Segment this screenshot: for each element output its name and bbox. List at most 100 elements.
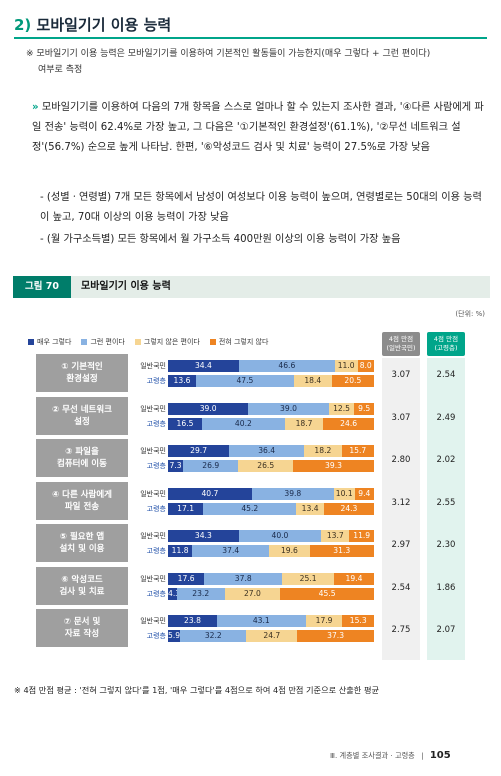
bar-segment: 24.7 [246, 630, 298, 642]
score-elderly: 2.30 [436, 540, 456, 550]
bar-segment: 19.4 [333, 572, 374, 585]
stacked-bar: 7.3 26.9 26.5 39.3 [168, 460, 374, 472]
score-general: 3.07 [391, 370, 411, 380]
bar-segment: 39.8 [251, 487, 334, 500]
bar-segment: 27.0 [224, 587, 281, 600]
bar-segment: 8.0 [357, 360, 374, 372]
legend-label: 그렇지 않은 편이다 [143, 338, 200, 346]
bar-segment: 26.9 [183, 460, 239, 472]
bar-segment: 13.4 [296, 502, 324, 515]
bar-segment: 37.3 [297, 630, 374, 642]
bar-segment: 39.3 [293, 460, 374, 472]
bar-segment: 37.4 [192, 545, 270, 557]
bar-segment: 34.3 [168, 530, 239, 542]
bar-segment: 26.5 [238, 460, 294, 472]
score-elderly: 2.54 [436, 370, 456, 380]
legend-swatch [209, 339, 216, 345]
stacked-bar: 39.0 39.0 12.5 9.5 [168, 402, 374, 415]
bar-segment: 45.2 [203, 502, 297, 515]
bar-segment: 40.7 [168, 487, 252, 500]
bullet-income: - (월 가구소득별) 모든 항목에서 월 가구소득 400만원 이상의 이용 … [40, 234, 401, 245]
group-label: 일반국민 [140, 574, 166, 583]
figure-tag: 그림 70 [13, 276, 71, 298]
score-header-elderly: 4점 만점 (고령층) [427, 332, 465, 356]
bar-segment: 9.4 [354, 487, 374, 500]
unit-label: (단위: %) [455, 310, 485, 318]
bar-segment: 23.8 [168, 615, 217, 627]
group-label: 고령층 [146, 377, 166, 385]
item-label: ⑥ 악성코드 검사 및 치료 [36, 566, 128, 605]
score-elderly: 2.55 [436, 497, 456, 508]
group-label: 고령층 [146, 504, 166, 513]
note-line-1: 모바일기기 이용 능력은 모바일기기를 이용하여 기본적인 활동들이 가능한지(… [36, 49, 431, 59]
legend-label: 매우 그렇다 [37, 338, 72, 346]
stacked-bar: 34.3 40.0 13.7 11.9 [168, 530, 374, 542]
bar-segment: 12.5 [328, 402, 355, 415]
item-label: ③ 파일을 컴퓨터에 이동 [36, 439, 128, 477]
bar-segment: 9.5 [354, 402, 374, 415]
group-label: 일반국민 [140, 489, 166, 498]
bar-segment: 29.7 [168, 445, 230, 457]
bar-segment: 31.3 [309, 545, 374, 557]
score-elderly: 2.49 [436, 412, 456, 423]
legend-swatch [81, 339, 88, 345]
bar-segment: 40.0 [238, 530, 322, 542]
group-label: 고령층 [146, 462, 166, 470]
page-footer: Ⅲ. 계층별 조사결과 · 고령층 | 105 [330, 750, 451, 761]
bar-segment: 7.3 [168, 460, 184, 472]
item-label: ⑤ 필요한 앱 설치 및 이용 [36, 524, 128, 562]
item-label: ① 기본적인 환경설정 [36, 354, 128, 392]
score-column-general-bg [382, 358, 420, 660]
legend-item: 매우 그렇다 [28, 337, 71, 347]
stacked-bar: 11.8 37.4 19.6 31.3 [168, 545, 374, 557]
figure-title: 모바일기기 이용 능력 [81, 281, 171, 292]
bar-segment: 45.5 [280, 587, 374, 600]
score-elderly: 2.02 [436, 455, 456, 465]
legend-swatch [28, 339, 34, 345]
bar-segment: 17.9 [305, 615, 343, 627]
score-general: 3.12 [391, 497, 411, 508]
figure-header: 그림 70 모바일기기 이용 능력 [13, 276, 490, 298]
bar-segment: 25.1 [282, 572, 334, 585]
score-elderly: 2.07 [436, 625, 456, 635]
score-elderly: 1.86 [436, 582, 456, 593]
bar-segment: 13.6 [168, 375, 197, 387]
stacked-bar: 17.1 45.2 13.4 24.3 [168, 502, 374, 515]
note-line-2: 여부로 측정 [38, 65, 83, 75]
score-general: 2.97 [391, 540, 411, 550]
bullet-gender-age: - (성별ㆍ연령별) 7개 모든 항목에서 남성이 여성보다 이용 능력이 높으… [40, 192, 482, 223]
item-label: ② 무선 네트워크 설정 [36, 396, 128, 435]
bar-segment: 39.0 [248, 402, 329, 415]
item-label: ④ 다른 사람에게 파일 전송 [36, 481, 128, 520]
bar-segment: 24.6 [323, 417, 374, 430]
bar-segment: 10.1 [333, 487, 355, 500]
note-marker: ※ [26, 49, 34, 59]
group-label: 고령층 [146, 547, 166, 555]
bar-segment: 15.3 [342, 615, 374, 627]
bar-segment: 15.7 [341, 445, 374, 457]
legend-label: 전혀 그렇지 않다 [218, 338, 269, 346]
score-general: 2.75 [391, 625, 411, 635]
paragraph-marker: » [32, 102, 39, 113]
score-general: 2.80 [391, 455, 411, 465]
bar-segment: 34.4 [168, 360, 239, 372]
bar-segment: 43.1 [216, 615, 306, 627]
stacked-bar: 16.5 40.2 18.7 24.6 [168, 417, 374, 430]
score-header-general: 4점 만점 (일반국민) [382, 332, 420, 356]
measurement-note: ※ 모바일기기 이용 능력은 모바일기기를 이용하여 기본적인 활동들이 가능한… [26, 46, 482, 78]
bar-segment: 18.7 [284, 417, 324, 430]
legend-swatch [134, 339, 141, 345]
footnote: ※ 4점 만점 평균 : '전혀 그렇지 않다'를 1점, '매우 그렇다'를 … [14, 685, 380, 695]
legend-item: 그런 편이다 [81, 337, 125, 347]
stacked-bar: 40.7 39.8 10.1 9.4 [168, 487, 374, 500]
item-label: ⑦ 문서 및 자료 작성 [36, 609, 128, 647]
section-underline [14, 37, 487, 39]
bar-segment: 40.2 [201, 417, 285, 430]
bar-segment: 17.1 [168, 502, 204, 515]
bar-segment: 11.0 [334, 360, 358, 372]
bar-segment: 47.5 [196, 375, 294, 387]
chart-legend: 매우 그렇다 그런 편이다 그렇지 않은 편이다 전혀 그렇지 않다 [28, 336, 268, 348]
bar-segment: 19.6 [269, 545, 310, 557]
stacked-bar: 4.323.227.045.5 [168, 587, 374, 600]
bar-segment: 39.0 [168, 402, 249, 415]
